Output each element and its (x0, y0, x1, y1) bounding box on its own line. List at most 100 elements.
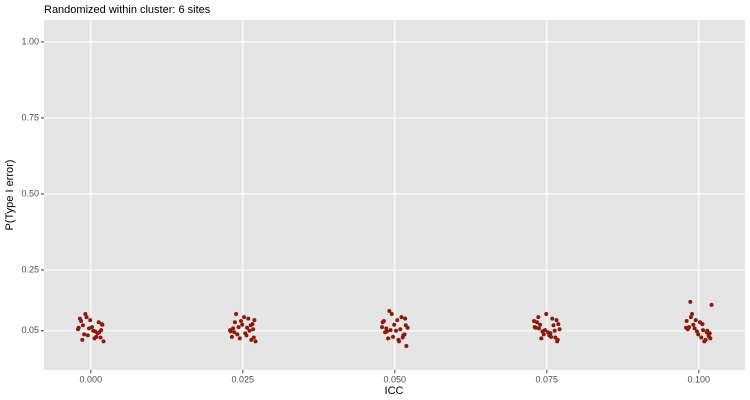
point (249, 337, 254, 342)
point (92, 336, 97, 341)
point (244, 333, 249, 338)
point (692, 326, 697, 331)
point (229, 334, 234, 339)
point (399, 315, 404, 320)
point (536, 315, 541, 320)
point (688, 299, 693, 304)
point (235, 332, 240, 337)
point (82, 332, 87, 337)
point (86, 326, 91, 331)
point (702, 339, 707, 344)
point (99, 328, 104, 333)
point (556, 322, 561, 327)
y-tick-label: 0.75 (21, 112, 39, 122)
point (390, 334, 395, 339)
point (550, 316, 555, 321)
y-axis-label: P(Type I error) (4, 160, 16, 231)
point (403, 323, 408, 328)
point (532, 319, 537, 324)
point (79, 319, 84, 324)
point (240, 322, 245, 327)
point (551, 323, 556, 328)
x-tick-label: 0.050 (384, 374, 407, 384)
point (380, 320, 385, 325)
point (85, 333, 90, 338)
point (252, 318, 257, 323)
point (539, 336, 544, 341)
point (237, 336, 242, 341)
point (245, 325, 250, 330)
point (99, 322, 104, 327)
point (232, 320, 237, 325)
point (101, 339, 106, 344)
point (555, 339, 560, 344)
point (541, 332, 546, 337)
point (238, 319, 243, 324)
point (538, 322, 543, 327)
point (384, 326, 389, 331)
y-tick-label: 0.25 (21, 264, 39, 274)
point (394, 328, 399, 333)
point (707, 334, 712, 339)
point (709, 302, 714, 307)
point (247, 328, 252, 333)
point (251, 335, 256, 340)
point (696, 332, 701, 337)
point (535, 320, 540, 325)
point (251, 327, 256, 332)
point (701, 328, 706, 333)
point (250, 322, 255, 327)
point (684, 319, 689, 324)
x-tick-label: 0.075 (536, 374, 559, 384)
point (540, 329, 545, 334)
point (544, 312, 549, 317)
point (691, 322, 696, 327)
point (387, 309, 392, 314)
point (548, 331, 553, 336)
point (98, 335, 103, 340)
point (80, 337, 85, 342)
point (693, 318, 698, 323)
point (705, 328, 710, 333)
point (228, 329, 233, 334)
point (236, 325, 241, 330)
point (234, 312, 239, 317)
point (76, 325, 81, 330)
point (694, 329, 699, 334)
x-tick-label: 0.100 (688, 374, 711, 384)
x-tick-label: 0.000 (80, 374, 103, 384)
x-tick-label: 0.025 (232, 374, 255, 384)
point (91, 328, 96, 333)
y-tick-label: 1.00 (21, 36, 39, 46)
point (389, 312, 394, 317)
point (253, 339, 258, 344)
point (395, 318, 400, 323)
point (404, 343, 409, 348)
point (80, 323, 85, 328)
point (700, 322, 705, 327)
point (403, 316, 408, 321)
point (83, 312, 88, 317)
point (687, 325, 692, 330)
y-tick-label: 0.50 (21, 188, 39, 198)
point (386, 336, 391, 341)
point (384, 329, 389, 334)
point (380, 325, 385, 330)
point (699, 335, 704, 340)
point (396, 337, 401, 342)
point (246, 316, 251, 321)
x-axis-label: ICC (385, 385, 404, 397)
point (553, 335, 558, 340)
point (401, 333, 406, 338)
point (554, 318, 559, 323)
point (242, 315, 247, 320)
point (557, 327, 562, 332)
point (84, 315, 89, 320)
point (388, 328, 393, 333)
point (688, 315, 693, 320)
point (707, 331, 712, 336)
point (552, 328, 557, 333)
point (90, 325, 95, 330)
point (398, 327, 403, 332)
